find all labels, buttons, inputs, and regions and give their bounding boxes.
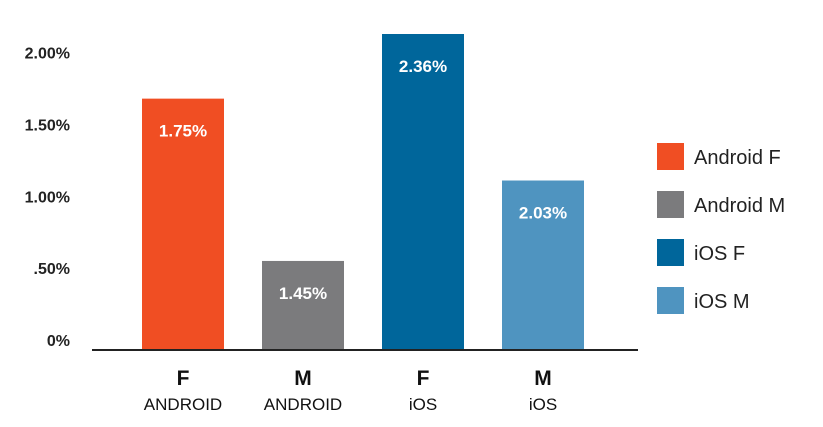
category-sublabel: iOS: [409, 395, 437, 414]
legend-entry: Android M: [694, 195, 785, 217]
bar: [502, 180, 584, 350]
bar: [382, 34, 464, 350]
category-label: M: [294, 367, 312, 390]
legend-swatch: [657, 287, 684, 314]
legend: Android F Android M iOS F iOS M: [657, 143, 785, 314]
legend-swatch: [657, 143, 684, 170]
bar: [142, 98, 224, 351]
legend-swatch: [657, 191, 684, 218]
y-tick-label: 1.00%: [25, 189, 70, 206]
bar: [262, 260, 344, 350]
category-label: F: [177, 367, 190, 390]
category-label: M: [534, 367, 552, 390]
legend-entry: iOS M: [694, 291, 750, 313]
legend-entry: Android F: [694, 147, 781, 169]
y-tick-label: 2.00%: [25, 46, 70, 63]
category-sublabel: ANDROID: [144, 395, 222, 414]
legend-swatch: [657, 239, 684, 266]
y-tick-label: .50%: [34, 261, 70, 278]
category-sublabel: iOS: [529, 395, 557, 414]
y-tick-label: 0%: [47, 333, 70, 350]
bar-value-label: 1.75%: [159, 122, 207, 141]
category-label: F: [417, 367, 430, 390]
bars: [142, 34, 584, 351]
bar-value-label: 2.03%: [519, 204, 567, 223]
bar-value-label: 1.45%: [279, 284, 327, 303]
bar-value-label: 2.36%: [399, 57, 447, 76]
legend-entry: iOS F: [694, 243, 745, 265]
y-tick-label: 1.50%: [25, 118, 70, 135]
data-labels: 1.75% 1.45% 2.36% 2.03%: [159, 57, 567, 303]
y-axis: 0% .50% 1.00% 1.50% 2.00%: [25, 46, 70, 350]
category-sublabel: ANDROID: [264, 395, 342, 414]
